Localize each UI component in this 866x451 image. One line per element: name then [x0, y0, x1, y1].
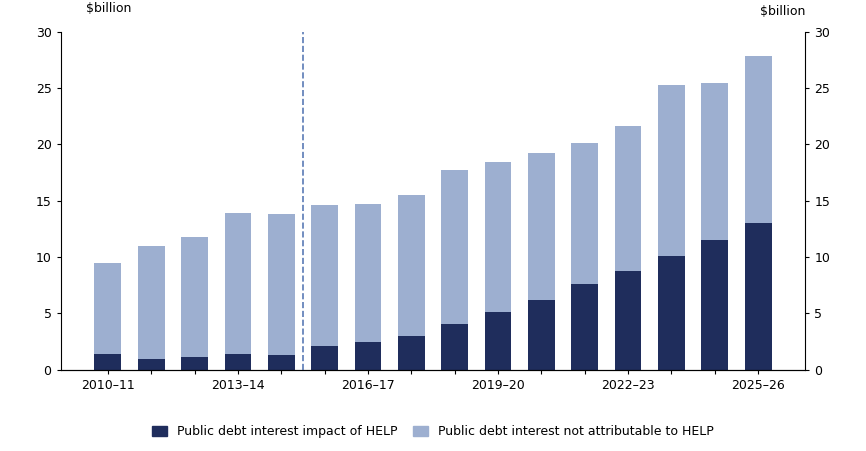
Legend: Public debt interest impact of HELP, Public debt interest not attributable to HE: Public debt interest impact of HELP, Pub…: [147, 420, 719, 443]
Bar: [311, 205, 338, 346]
Bar: [485, 162, 512, 312]
Bar: [181, 237, 208, 357]
Bar: [485, 312, 512, 370]
Bar: [268, 355, 294, 370]
Bar: [442, 170, 469, 323]
Bar: [658, 85, 685, 256]
Bar: [701, 83, 728, 240]
Text: $billion: $billion: [760, 5, 805, 18]
Bar: [94, 262, 121, 354]
Bar: [745, 223, 772, 370]
Bar: [572, 284, 598, 370]
Bar: [138, 359, 165, 370]
Bar: [354, 204, 381, 342]
Bar: [528, 153, 555, 300]
Bar: [701, 240, 728, 370]
Bar: [397, 336, 424, 370]
Bar: [745, 56, 772, 223]
Bar: [138, 246, 165, 359]
Bar: [442, 323, 469, 370]
Text: $billion: $billion: [87, 2, 132, 14]
Bar: [224, 213, 251, 354]
Bar: [94, 354, 121, 370]
Bar: [354, 342, 381, 370]
Bar: [572, 143, 598, 284]
Bar: [181, 357, 208, 370]
Bar: [397, 195, 424, 336]
Bar: [268, 214, 294, 355]
Bar: [528, 300, 555, 370]
Bar: [311, 346, 338, 370]
Bar: [658, 256, 685, 370]
Bar: [615, 126, 642, 271]
Bar: [615, 271, 642, 370]
Bar: [224, 354, 251, 370]
